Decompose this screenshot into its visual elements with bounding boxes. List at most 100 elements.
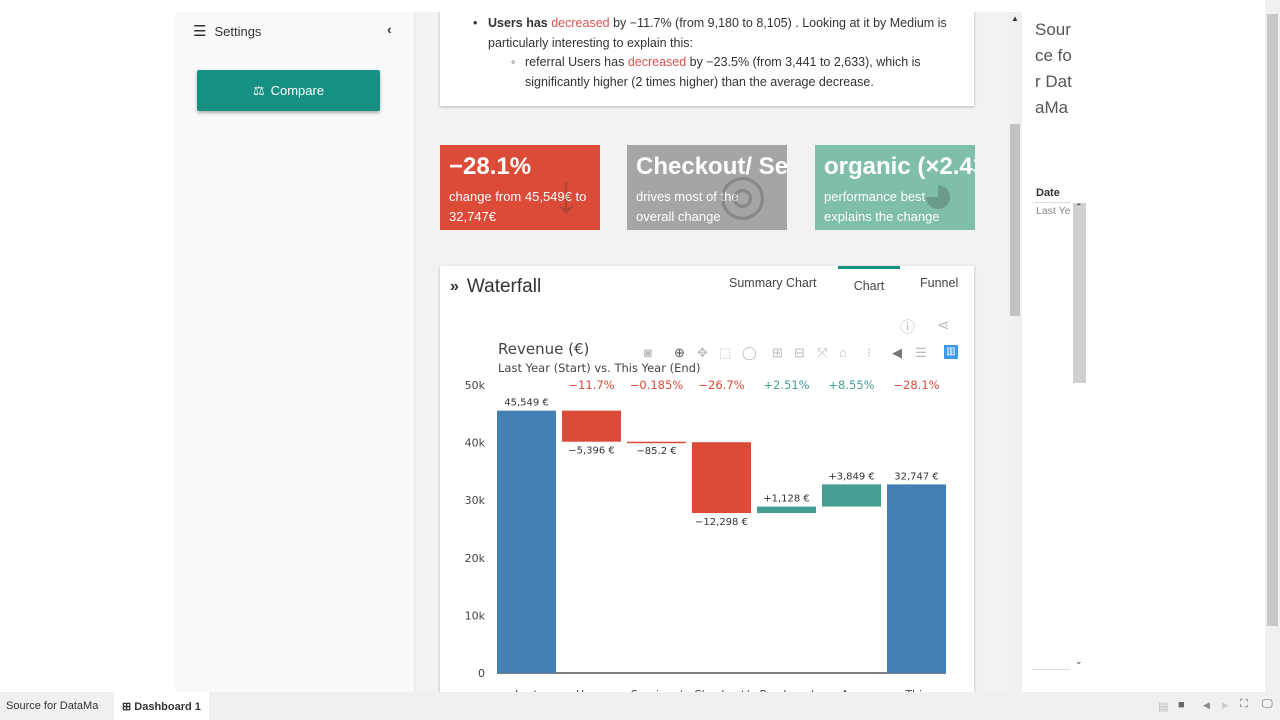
- y-tick-label: 20k: [465, 552, 486, 565]
- pie-chart-icon: ◕: [921, 162, 955, 225]
- x-tick-label: Users: [576, 688, 607, 692]
- pct-change-label: +2.51%: [763, 378, 809, 392]
- box-select-icon[interactable]: ⬚: [719, 345, 732, 360]
- plotly-logo-icon[interactable]: ▥: [944, 345, 958, 359]
- x-tick-label: Sessions/: [631, 688, 683, 692]
- title-text: Waterfall: [466, 276, 542, 297]
- camera-icon[interactable]: ◙: [644, 345, 652, 360]
- main-scrollbar[interactable]: ▲: [1008, 12, 1022, 692]
- scroll-up-icon[interactable]: ▲: [1011, 14, 1019, 23]
- fullscreen-icon[interactable]: ⛶: [1240, 698, 1248, 710]
- zoom-icon[interactable]: ⊕: [674, 345, 685, 360]
- pan-icon[interactable]: ✥: [697, 345, 708, 360]
- share-icon[interactable]: ⋖: [937, 317, 950, 334]
- filter-scroll-down-icon[interactable]: ⌄: [1075, 656, 1083, 666]
- filter-scrollbar[interactable]: [1073, 203, 1086, 383]
- t: Users has: [488, 16, 552, 30]
- y-tick-label: 50k: [465, 379, 486, 392]
- y-tick-label: 10k: [465, 609, 486, 622]
- panel-title: » Waterfall: [450, 276, 541, 298]
- x-tick-label: This: [904, 688, 928, 692]
- zoom-out-icon[interactable]: ⊟: [794, 345, 805, 360]
- window-scrollbar-thumb[interactable]: [1267, 14, 1278, 626]
- autoscale-icon[interactable]: ⤧: [817, 345, 828, 360]
- bar-value-label: +3,849 €: [828, 471, 875, 482]
- kpi-card-driver[interactable]: ◎ Checkout/ Sessions drives most of the …: [627, 145, 787, 230]
- info-icon[interactable]: ⓘ: [900, 319, 916, 336]
- pct-change-label: −28.1%: [893, 378, 939, 392]
- t: by −23.5% (from 3,441 to 2,633), which i…: [525, 55, 921, 89]
- lasso-icon[interactable]: ◯: [742, 345, 757, 360]
- waterfall-bar-last: [497, 410, 556, 673]
- tab-funnel[interactable]: Funnel: [920, 276, 959, 290]
- tab-chart[interactable]: Chart: [838, 266, 900, 293]
- compare-button[interactable]: ⚖ Compare: [197, 70, 380, 111]
- kpi-sub: drives most of the overall change: [636, 189, 739, 224]
- pct-change-label: −26.7%: [698, 378, 744, 392]
- t: by −11.7% (from 9,180 to 8,105) . Lookin…: [488, 16, 947, 50]
- y-tick-label: 0: [478, 667, 485, 680]
- settings-header[interactable]: ☰ Settings: [193, 22, 261, 40]
- insight-card: • Users has decreased by −11.7% (from 9,1…: [440, 12, 974, 106]
- t: Dashboard 1: [134, 701, 201, 713]
- chart-title: Revenue (€): [498, 340, 589, 358]
- prev-icon[interactable]: ◀: [1203, 700, 1210, 710]
- grid-view-icon[interactable]: ▤: [1158, 701, 1169, 713]
- date-filter-list[interactable]: Last Year: [1032, 202, 1070, 670]
- chart-subtitle: Last Year (Start) vs. This Year (End): [498, 361, 700, 375]
- collapse-chevron-icon[interactable]: ‹: [387, 21, 392, 37]
- target-icon: ◎: [718, 162, 767, 225]
- right-filter-panel: Source for DataMa Date Last Year ⌃ ⌄: [1022, 12, 1090, 672]
- hover-closest-icon[interactable]: ◀: [892, 345, 902, 360]
- waterfall-bar-users: [562, 410, 621, 442]
- kpi-card-segment[interactable]: ◕ organic (×2.43) performance best expla…: [815, 145, 975, 230]
- kpi-value: organic (×2.43): [824, 153, 975, 180]
- pct-change-label: −0.185%: [630, 378, 684, 392]
- x-tick-label: Avg: [841, 688, 861, 692]
- scrollbar-thumb[interactable]: [1010, 124, 1020, 316]
- double-chevron-icon: »: [450, 278, 459, 295]
- zoom-in-icon[interactable]: ⊞: [772, 345, 783, 360]
- window-scrollbar[interactable]: [1265, 0, 1280, 692]
- insight-bullet: • Users has decreased by −11.7% (from 9,1…: [473, 16, 947, 50]
- tab-source[interactable]: Source for DataMa: [6, 700, 99, 712]
- dashboard-icon: ⊞: [122, 701, 132, 713]
- kpi-sub: change from 45,549€ to 32,747€: [449, 189, 587, 224]
- t: referral Users has: [525, 55, 628, 69]
- kpi-value: Checkout/ Sessions: [636, 153, 787, 180]
- present-icon[interactable]: 🖵: [1262, 698, 1273, 710]
- filter-scroll-up-icon[interactable]: ⌃: [1075, 202, 1083, 212]
- main-content: • Users has decreased by −11.7% (from 9,1…: [415, 12, 1008, 692]
- bar-value-label: −5,396 €: [568, 446, 615, 457]
- waterfall-bar-purchase: [757, 506, 816, 514]
- bar-value-label: −12,298 €: [695, 517, 748, 528]
- tab-summary-chart[interactable]: Summary Chart: [729, 276, 817, 290]
- y-tick-label: 30k: [465, 494, 486, 507]
- kpi-card-change[interactable]: ↓ −28.1% change from 45,549€ to 32,747€: [440, 145, 600, 230]
- next-icon[interactable]: ▶: [1222, 700, 1229, 710]
- y-tick-label: 40k: [465, 437, 486, 450]
- arrow-down-icon: ↓: [552, 162, 580, 225]
- hover-compare-icon[interactable]: ☰: [915, 345, 927, 360]
- x-tick-label: Purchase/: [760, 688, 814, 692]
- pct-change-label: −11.7%: [568, 378, 614, 392]
- sliders-icon: ☰: [193, 23, 207, 40]
- bottom-tab-bar: Source for DataMa ⊞ Dashboard 1 ▤ ■ ◀ ▶ …: [0, 692, 1280, 720]
- waterfall-chart: Revenue (€) Last Year (Start) vs. This Y…: [465, 340, 946, 692]
- pct-change-label: +8.55%: [828, 378, 874, 392]
- tab-dashboard-1[interactable]: ⊞ Dashboard 1: [114, 692, 209, 720]
- waterfall-bar-checkout: [692, 442, 751, 514]
- date-label: Date: [1036, 187, 1060, 199]
- waterfall-bar-this: [887, 484, 946, 673]
- balance-scale-icon: ⚖: [252, 82, 265, 98]
- t: decreased: [627, 55, 687, 69]
- home-icon[interactable]: ⌂: [839, 345, 847, 360]
- spike-lines-icon[interactable]: ⁝: [867, 345, 872, 360]
- settings-label: Settings: [214, 23, 262, 39]
- x-tick-label: Last: [515, 688, 539, 692]
- bar-value-label: 45,549 €: [504, 398, 549, 409]
- settings-sidebar: ☰ Settings ‹ ⚖ Compare: [175, 12, 415, 692]
- t: decreased: [551, 16, 610, 30]
- kpi-sub: performance best explains the change: [824, 189, 940, 224]
- sheet-view-icon[interactable]: ■: [1178, 699, 1185, 711]
